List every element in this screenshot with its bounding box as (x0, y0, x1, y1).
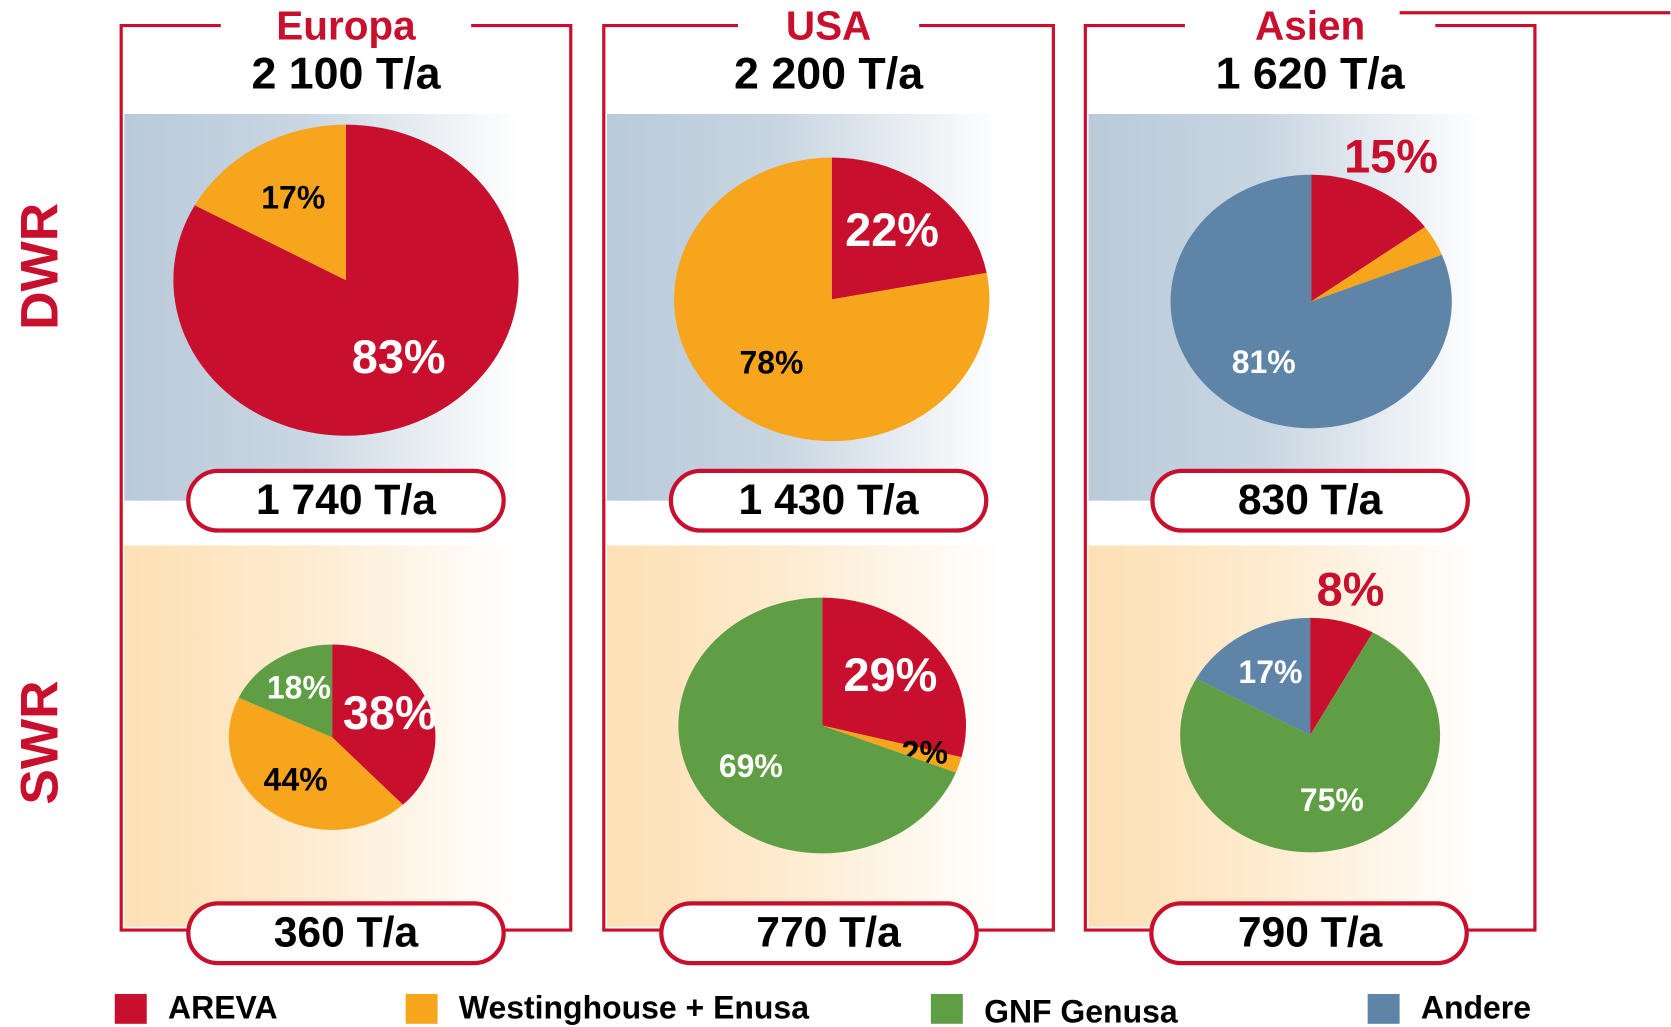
slice-label: 17% (261, 179, 325, 215)
amount-pill (1150, 468, 1470, 533)
pie-slice (1310, 617, 1373, 736)
row-label: SWR (10, 680, 69, 804)
legend-swatch (405, 993, 438, 1024)
amount-pill (186, 468, 506, 533)
slice-label: 83% (352, 331, 446, 383)
amount-pill (668, 468, 989, 533)
legend-label: Westinghouse + Enusa (459, 989, 809, 1025)
legend-label: GNF Genusa (984, 994, 1178, 1027)
region-title: USA (786, 2, 871, 48)
slice-label: 22% (845, 204, 939, 256)
pie-slice (674, 157, 990, 442)
amount-label: 360 T/a (274, 909, 419, 957)
pie-slice (1311, 226, 1442, 302)
slice-label: 69% (719, 748, 783, 784)
region-total: 2 200 T/a (734, 49, 924, 99)
slice-label: 15% (1344, 131, 1438, 183)
pie-slice (831, 157, 987, 300)
legend-swatch (1367, 993, 1400, 1024)
slice-label: 8% (1317, 564, 1385, 616)
amount-label: 1 740 T/a (256, 476, 436, 524)
amount-label: 1 430 T/a (739, 476, 919, 524)
pie-slice (1180, 632, 1441, 853)
region-title: Asien (1255, 2, 1365, 48)
pie-slice (678, 597, 956, 854)
pie-slice (1196, 617, 1311, 736)
slice-label: 29% (843, 649, 937, 701)
amount-label: 790 T/a (1238, 909, 1383, 957)
pie-slice (822, 725, 962, 773)
pie-slice (173, 124, 519, 436)
pie-slice (1170, 174, 1452, 429)
legend-swatch (114, 993, 147, 1024)
amount-pill (659, 901, 979, 966)
amount-pill (1149, 901, 1469, 966)
amount-label: 830 T/a (1238, 476, 1383, 524)
amount-label: 770 T/a (756, 909, 901, 957)
region-title: Europa (276, 2, 416, 48)
pie-slice (332, 644, 436, 805)
legend-label: AREVA (168, 989, 277, 1025)
region-total: 2 100 T/a (251, 49, 441, 99)
legend-swatch (930, 993, 963, 1024)
slice-label: 81% (1232, 344, 1296, 380)
slice-label: 44% (264, 762, 328, 798)
pie-slice (238, 644, 333, 738)
pie-slice (194, 124, 346, 281)
pie-slice (228, 697, 403, 830)
row-label: DWR (10, 203, 69, 330)
region-total: 1 620 T/a (1216, 49, 1406, 99)
slice-label: 75% (1300, 782, 1364, 818)
slice-label: 38% (343, 687, 437, 739)
legend-label: Andere (1421, 989, 1531, 1025)
slice-label: 18% (267, 670, 331, 706)
slice-label: 78% (739, 344, 803, 380)
amount-pill (186, 901, 506, 966)
pie-slice (822, 597, 967, 758)
pie-slice (1311, 174, 1425, 302)
slice-label: 17% (1238, 654, 1302, 690)
